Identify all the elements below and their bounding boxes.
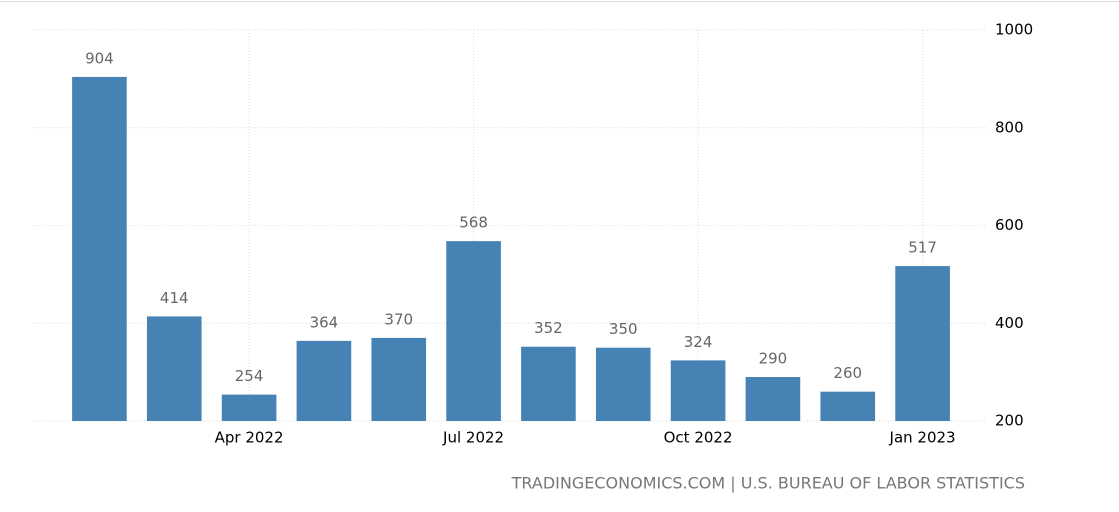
- value-label: 352: [534, 319, 563, 337]
- bar: [820, 391, 876, 421]
- bar: [446, 241, 501, 421]
- y-tick-label: 600: [995, 216, 1024, 234]
- x-tick-label: Jan 2023: [889, 429, 956, 447]
- value-label: 414: [160, 289, 189, 307]
- y-tick-label: 1000: [995, 21, 1033, 39]
- bar: [371, 337, 427, 421]
- value-label: 260: [833, 364, 862, 382]
- bar: [521, 346, 576, 421]
- value-label: 290: [759, 350, 788, 368]
- bar: [72, 76, 127, 422]
- x-tick-label: Oct 2022: [664, 429, 733, 447]
- bar: [670, 360, 726, 421]
- value-label: 568: [459, 214, 488, 232]
- y-tick-label: 200: [995, 412, 1024, 430]
- bar: [745, 377, 801, 421]
- x-tick-label: Jul 2022: [442, 429, 504, 447]
- bar: [595, 347, 651, 421]
- value-label: 370: [384, 310, 413, 328]
- source: TRADINGECONOMICS.COM | U.S. BUREAU OF LA…: [511, 474, 1025, 493]
- bar: [146, 316, 202, 421]
- value-label: 254: [235, 367, 264, 385]
- value-label: 517: [908, 239, 937, 257]
- value-label: 904: [85, 49, 114, 67]
- bar: [296, 340, 352, 421]
- bar: [895, 266, 950, 421]
- y-tick-label: 800: [995, 118, 1024, 136]
- x-tick-label: Apr 2022: [215, 429, 284, 447]
- value-label: 364: [310, 313, 339, 331]
- y-tick-label: 400: [995, 314, 1024, 332]
- value-label: 350: [609, 320, 638, 338]
- value-label: 324: [684, 333, 713, 351]
- bar: [221, 394, 277, 421]
